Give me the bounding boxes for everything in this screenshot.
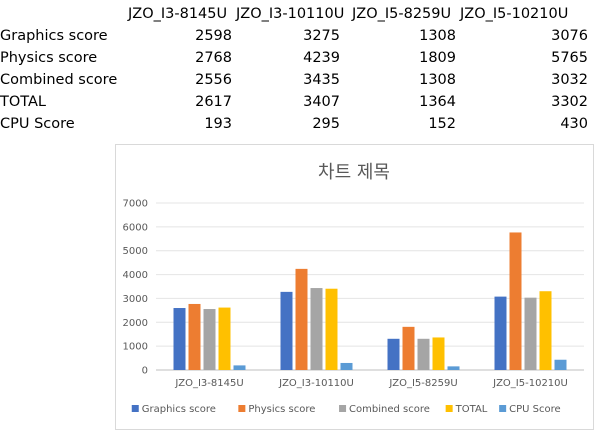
table-cell[interactable]: 295 (312, 116, 340, 132)
table-row: TOTAL 2617 3407 1364 3302 (0, 91, 602, 113)
row-label[interactable]: CPU Score (0, 116, 75, 132)
bar (203, 309, 216, 370)
table-cell[interactable]: 3275 (303, 28, 340, 44)
bar-chart: 차트 제목 0 1000 2000 3000 4000 5000 6000 7000 JZO_I3… (123, 162, 584, 415)
bar (509, 232, 522, 370)
legend-label: TOTAL (455, 404, 488, 415)
table-row: CPU Score 193 295 152 430 (0, 113, 602, 135)
bar (188, 303, 201, 370)
bar (447, 366, 460, 370)
table-cell[interactable]: 152 (428, 116, 456, 132)
y-tick-label: 6000 (123, 222, 148, 233)
legend-swatch (499, 405, 507, 412)
bar (218, 307, 231, 370)
bar (402, 326, 415, 370)
table-row: Physics score 2768 4239 1809 5765 (0, 47, 602, 69)
table-cell[interactable]: 2768 (195, 50, 232, 66)
table-cell[interactable]: 3076 (551, 28, 588, 44)
x-tick-label: JZO_I3-10110U (278, 378, 354, 389)
row-label[interactable]: Combined score (0, 72, 118, 88)
legend-swatch (131, 405, 139, 412)
table-row: Graphics score 2598 3275 1308 3076 (0, 25, 602, 47)
row-label[interactable]: TOTAL (0, 94, 46, 110)
legend-label: Combined score (349, 404, 430, 415)
chart-title: 차트 제목 (318, 162, 390, 183)
table-cell[interactable]: 193 (204, 116, 232, 132)
bar (387, 338, 400, 370)
table-cell[interactable]: 1364 (419, 94, 456, 110)
y-tick-label: 1000 (123, 342, 148, 353)
table-cell[interactable]: 5765 (551, 50, 588, 66)
bar (233, 365, 246, 370)
bar (494, 296, 507, 370)
bar (310, 288, 323, 370)
bar (340, 362, 353, 370)
y-tick-label: 5000 (123, 246, 148, 257)
legend-label: Graphics score (142, 404, 216, 415)
column-header-2[interactable]: JZO_I3-10110U (236, 6, 345, 22)
table-cell[interactable]: 3407 (303, 94, 340, 110)
x-tick-label: JZO_I5-8259U (388, 378, 457, 389)
row-label[interactable]: Graphics score (0, 28, 108, 44)
y-tick-label: 2000 (123, 318, 148, 329)
bar (524, 297, 537, 370)
legend-label: CPU Score (509, 404, 561, 415)
legend-swatch (238, 405, 246, 412)
y-tick-label: 4000 (123, 270, 148, 281)
legend-swatch (339, 405, 347, 412)
table-cell[interactable]: 430 (560, 116, 588, 132)
table-cell[interactable]: 1308 (419, 28, 456, 44)
column-header-4[interactable]: JZO_I5-10210U (460, 6, 569, 22)
column-header-3[interactable]: JZO_I5-8259U (352, 6, 452, 22)
row-label[interactable]: Physics score (0, 50, 98, 66)
bar (325, 288, 338, 370)
y-tick-label: 7000 (123, 199, 148, 210)
bar (539, 291, 552, 370)
bar (554, 359, 567, 370)
x-tick-label: JZO_I3-8145U (174, 378, 243, 389)
legend-label: Physics score (248, 404, 315, 415)
x-tick-label: JZO_I5-10210U (492, 378, 568, 389)
y-tick-label: 0 (142, 366, 148, 377)
bar (173, 308, 186, 370)
table-cell[interactable]: 2598 (195, 28, 232, 44)
column-header-1[interactable]: JZO_I3-8145U (128, 6, 228, 22)
chart-object[interactable]: 차트 제목 0 1000 2000 3000 4000 5000 6000 7000 JZO_I3… (115, 144, 594, 430)
bar (417, 338, 430, 370)
table-cell[interactable]: 1308 (419, 72, 456, 88)
bar (432, 337, 445, 370)
table-cell[interactable]: 3032 (551, 72, 588, 88)
legend-swatch (445, 405, 453, 412)
table-row: Combined score 2556 3435 1308 3032 (0, 69, 602, 91)
table-cell[interactable]: 1809 (419, 50, 456, 66)
table-cell[interactable]: 3435 (303, 72, 340, 88)
spreadsheet-table: JZO_I3-8145U JZO_I3-10110U JZO_I5-8259U … (0, 0, 602, 140)
table-cell[interactable]: 2556 (195, 72, 232, 88)
bar (280, 291, 293, 370)
table-cell[interactable]: 4239 (303, 50, 340, 66)
table-cell[interactable]: 3302 (551, 94, 588, 110)
bar (295, 268, 308, 370)
y-tick-label: 3000 (123, 294, 148, 305)
table-cell[interactable]: 2617 (195, 94, 232, 110)
